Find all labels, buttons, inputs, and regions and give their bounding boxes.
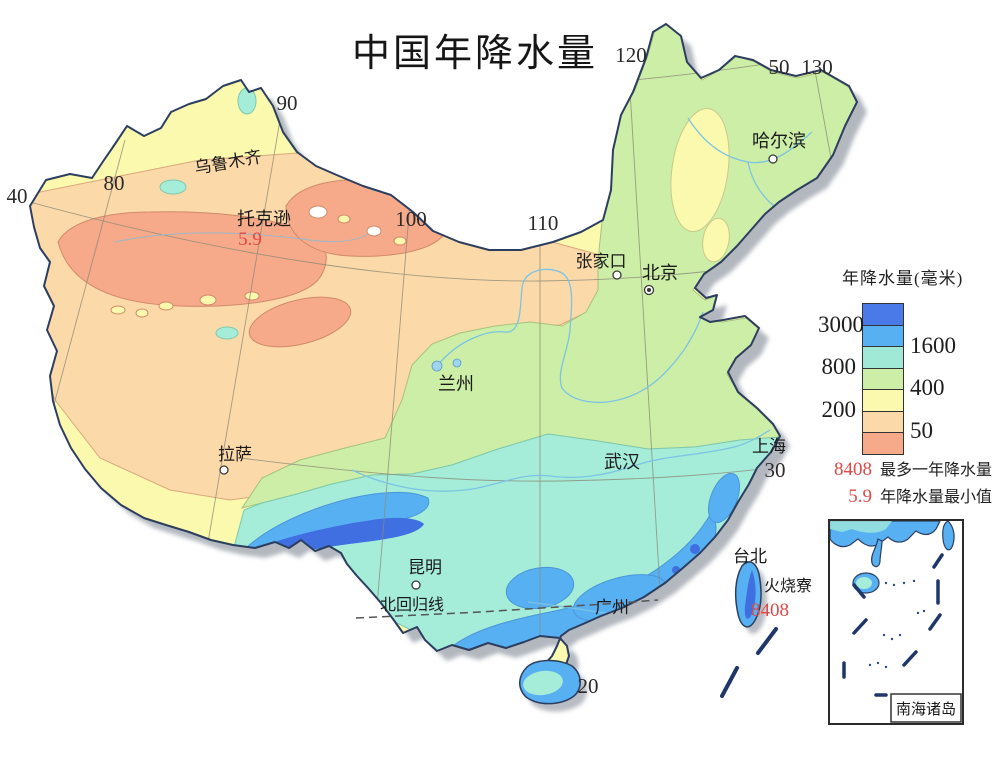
city-label-harbin: 哈尔滨 <box>752 131 806 151</box>
city-label-kunming: 昆明 <box>408 558 442 577</box>
marker-zhangjiakou <box>612 270 622 280</box>
marker-harbin <box>768 154 778 164</box>
legend-swatch-1600-3000 <box>863 324 903 346</box>
legend-swatch-under-50 <box>863 432 903 454</box>
south-china-sea-inset: 南海诸岛 <box>828 519 964 725</box>
pearl-river <box>527 601 613 615</box>
extreme-max-value: 8408 <box>751 600 789 621</box>
graticule-number-labels: 40 80 90 100 110 120 50 130 30 20 <box>7 43 833 698</box>
legend-tick-800: 800 <box>821 354 857 379</box>
inset-map: 南海诸岛 <box>829 520 962 723</box>
legend-swatch-over-3000 <box>863 304 903 325</box>
songhua-river <box>687 117 813 207</box>
inset-leizhou-peninsula <box>871 538 883 568</box>
legend-tick-50: 50 <box>910 418 933 443</box>
city-label-taipei: 台北 <box>733 547 767 566</box>
legend-swatch-50-200 <box>863 410 903 432</box>
city-label-tuokexun: 托克逊 <box>237 209 291 229</box>
city-markers <box>219 154 778 590</box>
lat-20-label: 20 <box>578 674 599 698</box>
legend-tick-3000: 3000 <box>818 312 864 337</box>
legend-tick-400: 400 <box>910 375 945 400</box>
lon-110-label: 110 <box>528 211 559 235</box>
city-label-lhasa: 拉萨 <box>218 445 252 464</box>
note-max-value: 8408 <box>834 459 872 480</box>
region-over-3000 <box>690 544 700 554</box>
note-max-precipitation: 8408 最多一年降水量 <box>820 456 1000 481</box>
city-label-shanghai: 上海 <box>752 437 786 456</box>
region-under-50 <box>248 296 352 348</box>
legend-swatch-400-800 <box>863 367 903 389</box>
note-min-precipitation: 5.9 年降水量最小值 <box>820 483 1000 508</box>
city-label-zhangjiakou: 张家口 <box>576 252 627 271</box>
extreme-min-value: 5.9 <box>238 229 262 250</box>
city-label-guangzhou: 广州 <box>595 598 629 617</box>
legend-swatch-800-1600 <box>863 346 903 368</box>
city-label-wuhan: 武汉 <box>604 452 640 472</box>
inset-coastline-light <box>830 521 892 533</box>
inset-taiwan <box>942 520 955 551</box>
dash-line-segments <box>720 627 778 698</box>
page-title: 中国年降水量 <box>352 33 599 75</box>
inset-label: 南海诸岛 <box>896 701 956 718</box>
lon-100-label: 100 <box>395 207 427 231</box>
marker-kunming <box>411 580 421 590</box>
lakes <box>431 358 462 372</box>
tropic-label: 北回归线 <box>380 596 444 614</box>
legend-swatch-200-400 <box>863 389 903 411</box>
rivers <box>114 117 813 615</box>
inset-islands <box>868 579 926 669</box>
tarim-river <box>114 232 369 243</box>
oasis-rings <box>110 205 407 318</box>
lat-50-label: 50 <box>769 55 790 79</box>
marker-beijing-dot <box>646 287 652 293</box>
legend: 年降水量(毫米) 3000 1600 800 400 200 50 8408 最… <box>818 262 1000 512</box>
city-label-huoshaoliao: 火烧寮 <box>764 577 812 595</box>
lon-130-label: 130 <box>801 55 833 79</box>
lat-30-label: 30 <box>765 458 786 482</box>
taiwan-east-band <box>744 570 756 619</box>
region-200-400-ne <box>702 217 730 263</box>
lon-120-label: 120 <box>615 43 647 67</box>
hainan-inner <box>523 670 563 696</box>
region-under-50 <box>57 211 327 307</box>
lat-40-label: 40 <box>7 184 28 208</box>
legend-color-scale <box>862 303 904 455</box>
city-label-beijing: 北京 <box>642 263 678 283</box>
legend-title: 年降水量(毫米) <box>842 269 964 288</box>
yellow-river <box>436 268 704 404</box>
region-200-400-ne <box>670 107 730 233</box>
note-max-label: 最多一年降水量 <box>880 462 993 479</box>
lon-80-label: 80 <box>104 171 125 195</box>
inset-hainan-inner <box>856 577 872 589</box>
legend-tick-200: 200 <box>821 397 857 422</box>
legend-tick-1600: 1600 <box>910 333 956 358</box>
note-min-value: 5.9 <box>848 486 872 507</box>
inset-label-box <box>890 693 962 723</box>
marker-lhasa <box>219 465 229 475</box>
region-800-1600-spots <box>159 87 387 340</box>
inset-nine-dash-line <box>842 553 944 697</box>
lon-90-label: 90 <box>277 91 298 115</box>
note-min-label: 年降水量最小值 <box>880 489 993 506</box>
china-border <box>29 23 858 677</box>
city-label-lanzhou: 兰州 <box>438 374 474 394</box>
yangtze-river <box>351 429 771 492</box>
legend-notes: 8408 最多一年降水量 5.9 年降水量最小值 <box>820 456 1000 510</box>
region-1600-3000 <box>708 472 740 524</box>
